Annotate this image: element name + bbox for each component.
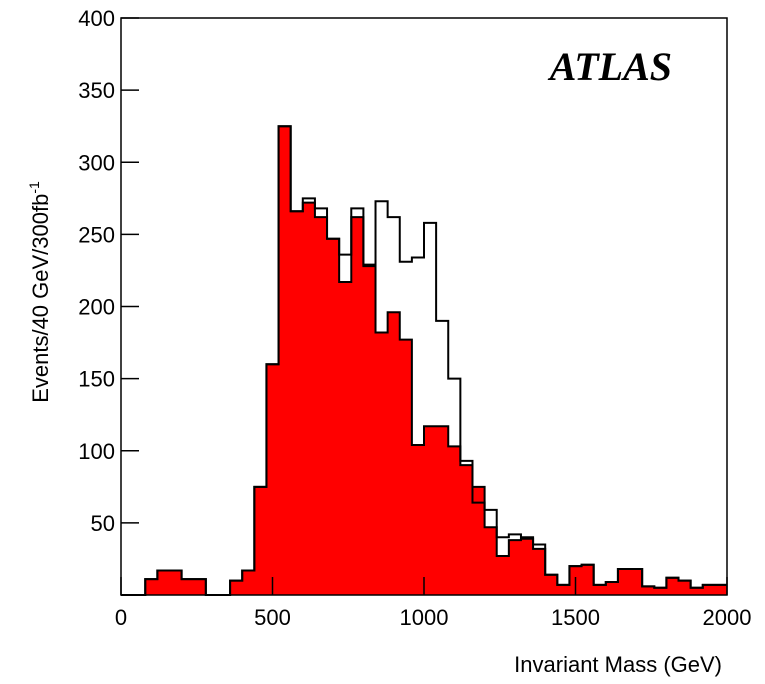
histogram-bar bbox=[545, 574, 558, 595]
histogram-bar bbox=[581, 564, 595, 595]
histogram-bar bbox=[666, 577, 680, 595]
histogram-bar bbox=[181, 579, 195, 595]
y-tick-label: 400 bbox=[78, 6, 115, 31]
histogram-bar bbox=[605, 582, 619, 595]
histogram-bar bbox=[654, 587, 667, 595]
histogram-bar bbox=[678, 580, 692, 595]
histogram-bar bbox=[702, 584, 716, 595]
histogram-bar bbox=[193, 579, 207, 595]
histogram-bar bbox=[399, 339, 413, 595]
x-tick-label: 500 bbox=[254, 605, 291, 630]
histogram-bar bbox=[617, 569, 631, 595]
histogram-bar bbox=[690, 587, 704, 595]
y-tick-label: 50 bbox=[91, 511, 115, 536]
histogram-bar bbox=[436, 426, 449, 595]
histogram-bar bbox=[472, 486, 486, 595]
y-tick-label: 300 bbox=[78, 150, 115, 175]
histogram-bar bbox=[363, 266, 377, 595]
x-tick-label: 0 bbox=[115, 605, 127, 630]
histogram-bar bbox=[448, 446, 461, 595]
histogram-bar bbox=[375, 332, 389, 595]
histogram-bar bbox=[339, 281, 352, 595]
x-tick-label: 2000 bbox=[703, 605, 752, 630]
atlas-label: ATLAS bbox=[547, 44, 672, 89]
histogram-bar bbox=[630, 569, 643, 595]
y-tick-label: 350 bbox=[78, 78, 115, 103]
y-tick-label: 150 bbox=[78, 367, 115, 392]
histogram-bar bbox=[266, 364, 280, 595]
histogram-bar bbox=[484, 527, 498, 595]
histogram-bar bbox=[533, 548, 546, 595]
histogram-bar bbox=[508, 540, 522, 595]
histogram-bar bbox=[351, 217, 364, 595]
y-tick-label: 200 bbox=[78, 295, 115, 320]
histogram-bar bbox=[496, 556, 510, 595]
x-tick-label: 1500 bbox=[551, 605, 600, 630]
histogram-bar bbox=[460, 465, 473, 595]
histogram-bar bbox=[314, 217, 328, 595]
histogram-bar bbox=[169, 570, 183, 595]
y-axis-label: Events/40 GeV/300fb-1 bbox=[26, 181, 53, 403]
histogram-bar bbox=[327, 238, 340, 595]
y-axis-label-main: Events/40 GeV/300fb bbox=[28, 194, 53, 403]
histogram-bar bbox=[290, 211, 304, 596]
histogram-outline bbox=[121, 125, 727, 596]
histogram-bar bbox=[642, 586, 655, 595]
y-axis-label-sup: -1 bbox=[26, 181, 42, 194]
histogram-bar bbox=[145, 579, 158, 595]
x-axis-label: Invariant Mass (GeV) bbox=[514, 652, 722, 677]
histogram-bar bbox=[302, 202, 316, 595]
histogram-bar bbox=[714, 584, 728, 595]
histogram-bar bbox=[411, 444, 425, 595]
histogram-bar bbox=[557, 584, 570, 595]
histogram-bar bbox=[520, 538, 534, 595]
histogram-bar bbox=[254, 486, 267, 595]
y-tick-label: 100 bbox=[78, 439, 115, 464]
histogram-bar bbox=[242, 570, 255, 595]
histogram-bar bbox=[424, 426, 437, 595]
y-tick-label: 250 bbox=[78, 222, 115, 247]
histogram-bar bbox=[278, 126, 292, 595]
histogram-bar bbox=[387, 312, 401, 595]
histogram-bar bbox=[593, 584, 607, 595]
histogram-bar bbox=[157, 570, 170, 595]
x-tick-label: 1000 bbox=[400, 605, 449, 630]
histogram-bar bbox=[230, 580, 243, 595]
